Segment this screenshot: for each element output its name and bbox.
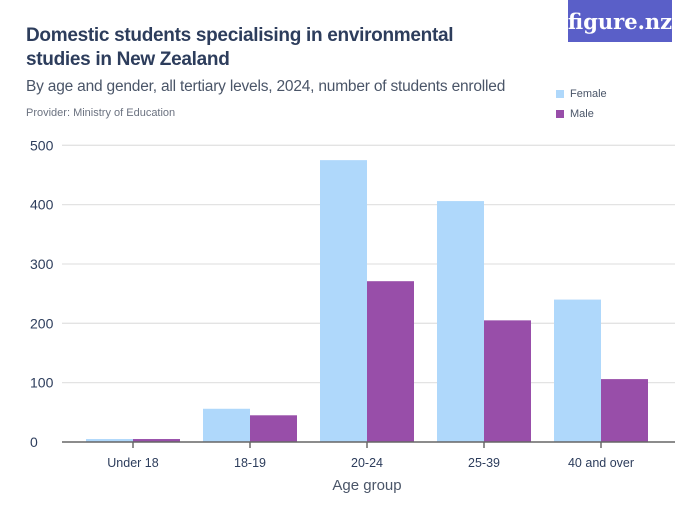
x-tick-label: 25-39: [468, 456, 500, 470]
bar-male: [601, 379, 648, 442]
legend-label-female: Female: [570, 88, 607, 100]
y-tick-label: 400: [30, 197, 54, 213]
legend-item-female: Female: [556, 84, 607, 104]
legend-swatch-female: [556, 90, 564, 98]
legend-label-male: Male: [570, 108, 594, 120]
x-tick-label: 18-19: [234, 456, 266, 470]
bar-male: [250, 415, 297, 442]
bar-male: [133, 439, 180, 442]
bar-female: [203, 408, 250, 442]
bar-male: [367, 281, 414, 442]
y-tick-label: 300: [30, 256, 54, 272]
x-axis-label: Age group: [332, 477, 401, 494]
x-tick-label: 20-24: [351, 456, 383, 470]
legend-item-male: Male: [556, 104, 607, 124]
y-tick-label: 500: [30, 137, 54, 153]
bar-female: [554, 299, 601, 442]
chart-title: Domestic students specialising in enviro…: [26, 25, 454, 70]
x-tick-label: Under 18: [107, 456, 158, 470]
legend: Female Male: [556, 84, 607, 124]
y-tick-label: 0: [30, 434, 38, 450]
provider-text: Provider: Ministry of Education: [26, 107, 176, 119]
y-tick-label: 200: [30, 315, 54, 331]
bar-female: [437, 201, 484, 442]
y-tick-label: 100: [30, 375, 54, 391]
x-tick-label: 40 and over: [568, 456, 634, 470]
figure-nz-logo[interactable]: figure.nz: [568, 0, 672, 42]
chart-subtitle: By age and gender, all tertiary levels, …: [26, 78, 506, 95]
bar-female: [86, 439, 133, 442]
bar-female: [320, 160, 367, 442]
bar-male: [484, 320, 531, 442]
legend-swatch-male: [556, 110, 564, 118]
